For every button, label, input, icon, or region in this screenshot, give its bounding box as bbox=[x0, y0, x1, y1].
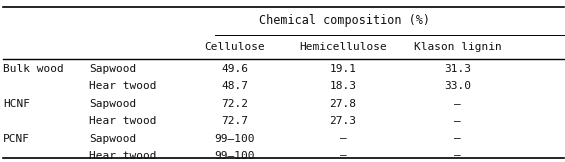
Text: Sapwood: Sapwood bbox=[89, 64, 137, 74]
Text: –: – bbox=[454, 133, 461, 144]
Text: Cellulose: Cellulose bbox=[204, 42, 265, 52]
Text: 18.3: 18.3 bbox=[329, 81, 357, 91]
Text: –: – bbox=[454, 116, 461, 126]
Text: 72.2: 72.2 bbox=[221, 99, 248, 109]
Text: 99–100: 99–100 bbox=[214, 133, 255, 144]
Text: Hear twood: Hear twood bbox=[89, 150, 157, 161]
Text: 48.7: 48.7 bbox=[221, 81, 248, 91]
Text: 99–100: 99–100 bbox=[214, 150, 255, 161]
Text: 27.3: 27.3 bbox=[329, 116, 357, 126]
Text: Chemical composition (%): Chemical composition (%) bbox=[259, 14, 430, 27]
Text: 33.0: 33.0 bbox=[444, 81, 471, 91]
Text: Sapwood: Sapwood bbox=[89, 99, 137, 109]
Text: HCNF: HCNF bbox=[3, 99, 30, 109]
Text: Klason lignin: Klason lignin bbox=[414, 42, 502, 52]
Text: 27.8: 27.8 bbox=[329, 99, 357, 109]
Text: PCNF: PCNF bbox=[3, 133, 30, 144]
Text: Sapwood: Sapwood bbox=[89, 133, 137, 144]
Text: 19.1: 19.1 bbox=[329, 64, 357, 74]
Text: –: – bbox=[454, 99, 461, 109]
Text: Hear twood: Hear twood bbox=[89, 81, 157, 91]
Text: 49.6: 49.6 bbox=[221, 64, 248, 74]
Text: Hear twood: Hear twood bbox=[89, 116, 157, 126]
Text: 72.7: 72.7 bbox=[221, 116, 248, 126]
Text: –: – bbox=[340, 133, 346, 144]
Text: 31.3: 31.3 bbox=[444, 64, 471, 74]
Text: –: – bbox=[454, 150, 461, 161]
Text: –: – bbox=[340, 150, 346, 161]
Text: Hemicellulose: Hemicellulose bbox=[299, 42, 387, 52]
Text: Bulk wood: Bulk wood bbox=[3, 64, 64, 74]
